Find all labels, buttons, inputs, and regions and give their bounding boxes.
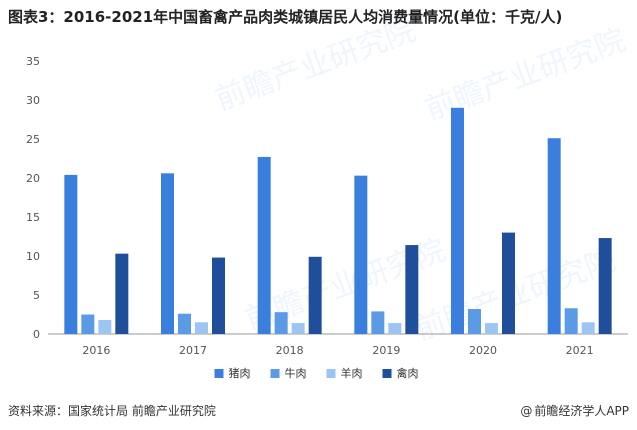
brand-label: @ 前瞻经济学人APP	[520, 402, 629, 419]
x-tick-label: 2021	[566, 344, 594, 357]
bar-2021-羊肉	[581, 322, 595, 334]
watermark: 前瞻产业研究院 前瞻产业研究院 前瞻产业研究院 前瞻产业研究院	[211, 13, 630, 348]
legend: 猪肉 牛肉 羊肉 禽肉	[214, 366, 419, 380]
bar-2021-禽肉	[598, 238, 612, 334]
source-note: 资料来源：国家统计局 前瞻产业研究院	[8, 404, 216, 418]
x-tick-label: 2020	[469, 344, 497, 357]
bar-2021-猪肉	[547, 138, 561, 334]
bar-2016-羊肉	[98, 319, 112, 334]
bar-2020-猪肉	[451, 107, 464, 334]
bar-2016-猪肉	[64, 174, 78, 334]
x-tick-label: 2017	[179, 344, 207, 357]
y-tick-label: 10	[26, 250, 40, 263]
y-tick-label: 25	[26, 133, 40, 146]
bar-2017-牛肉	[178, 313, 191, 334]
brand-text: 前瞻经济学人APP	[534, 404, 629, 418]
chart-title: 图表3：2016-2021年中国畜禽产品肉类城镇居民人均消费量情况(单位：千克/…	[8, 8, 563, 26]
bar-2019-禽肉	[405, 245, 419, 334]
legend-swatch	[382, 369, 392, 378]
bar-2019-羊肉	[388, 323, 402, 334]
legend-label: 羊肉	[341, 366, 363, 380]
y-tick-label: 15	[26, 211, 40, 224]
bar-2019-猪肉	[354, 175, 368, 334]
bar-2020-禽肉	[502, 232, 515, 334]
x-tick-label: 2016	[82, 344, 110, 357]
at-icon: @	[520, 404, 533, 418]
legend-label: 猪肉	[229, 367, 251, 380]
x-tick-label: 2019	[372, 344, 400, 357]
bar-2021-牛肉	[564, 308, 578, 334]
bar-2020-牛肉	[468, 309, 481, 334]
svg-text:前瞻产业研究院: 前瞻产业研究院	[211, 13, 420, 118]
legend-swatch	[270, 369, 280, 378]
bars-group	[64, 107, 612, 334]
y-tick-label: 20	[26, 172, 40, 185]
x-axis: 2016 2017 2018 2019 2020 2021	[82, 344, 593, 357]
legend-label: 牛肉	[285, 366, 307, 380]
y-tick-label: 0	[33, 328, 40, 341]
y-axis: 0 5 10 15 20 25 30 35	[26, 55, 40, 341]
bar-2018-禽肉	[308, 256, 322, 334]
legend-label: 禽肉	[397, 366, 419, 380]
bar-2017-禽肉	[212, 257, 225, 334]
x-tick-label: 2018	[276, 344, 304, 357]
y-tick-label: 35	[26, 55, 40, 68]
bar-2019-牛肉	[371, 311, 385, 334]
legend-swatch	[326, 369, 336, 378]
bar-2020-羊肉	[485, 323, 498, 334]
bar-2016-牛肉	[81, 314, 95, 334]
bar-2018-牛肉	[274, 312, 288, 334]
bar-2017-猪肉	[161, 173, 174, 334]
bar-2018-猪肉	[257, 156, 271, 334]
y-tick-label: 30	[26, 94, 40, 107]
bar-2016-禽肉	[115, 253, 129, 334]
bar-2018-羊肉	[291, 323, 305, 334]
legend-swatch	[214, 369, 224, 378]
bar-2017-羊肉	[195, 322, 208, 334]
y-tick-label: 5	[33, 289, 40, 302]
